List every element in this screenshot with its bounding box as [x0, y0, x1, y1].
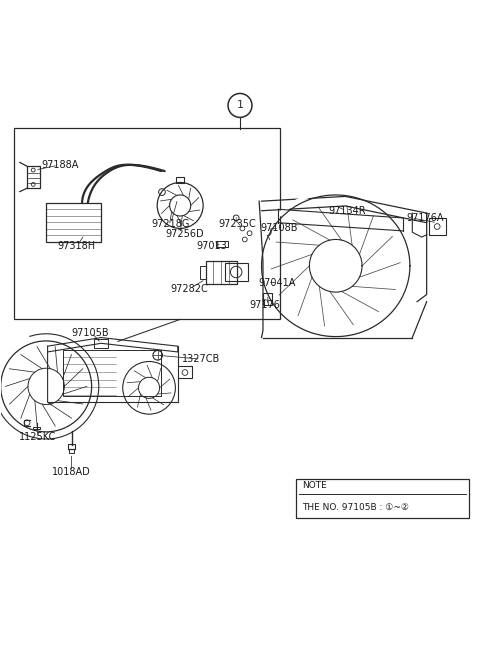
Text: 97218G: 97218G [152, 218, 190, 229]
Bar [200, 266, 205, 279]
Bar [33, 426, 40, 430]
Text: 97105B: 97105B [72, 328, 109, 338]
Text: 97134R: 97134R [328, 206, 366, 216]
Bar [225, 263, 248, 281]
Text: 97256D: 97256D [166, 229, 204, 239]
Text: THE NO. 97105B : ①~②: THE NO. 97105B : ①~② [302, 503, 409, 512]
Bar [69, 449, 74, 453]
Text: NOTE: NOTE [302, 482, 327, 491]
Text: 1327CB: 1327CB [181, 354, 220, 364]
Text: 97176A: 97176A [407, 213, 444, 223]
Text: 97041A: 97041A [258, 277, 296, 287]
Text: 97108B: 97108B [260, 224, 298, 234]
Text: 1125KC: 1125KC [19, 432, 56, 442]
Text: 97318H: 97318H [57, 241, 96, 251]
Text: 97282C: 97282C [170, 284, 208, 294]
Text: 97013: 97013 [196, 241, 227, 251]
Text: 97176: 97176 [250, 300, 280, 310]
Bar [14, 128, 280, 319]
Bar [94, 340, 108, 348]
Bar [176, 176, 184, 182]
Text: 1018AD: 1018AD [52, 466, 91, 476]
Bar [297, 480, 469, 518]
Bar [205, 261, 237, 284]
Text: 1: 1 [237, 100, 243, 110]
Bar [263, 293, 272, 305]
Text: 97188A: 97188A [41, 160, 79, 171]
Text: 97235C: 97235C [218, 218, 256, 229]
Bar [68, 444, 75, 449]
